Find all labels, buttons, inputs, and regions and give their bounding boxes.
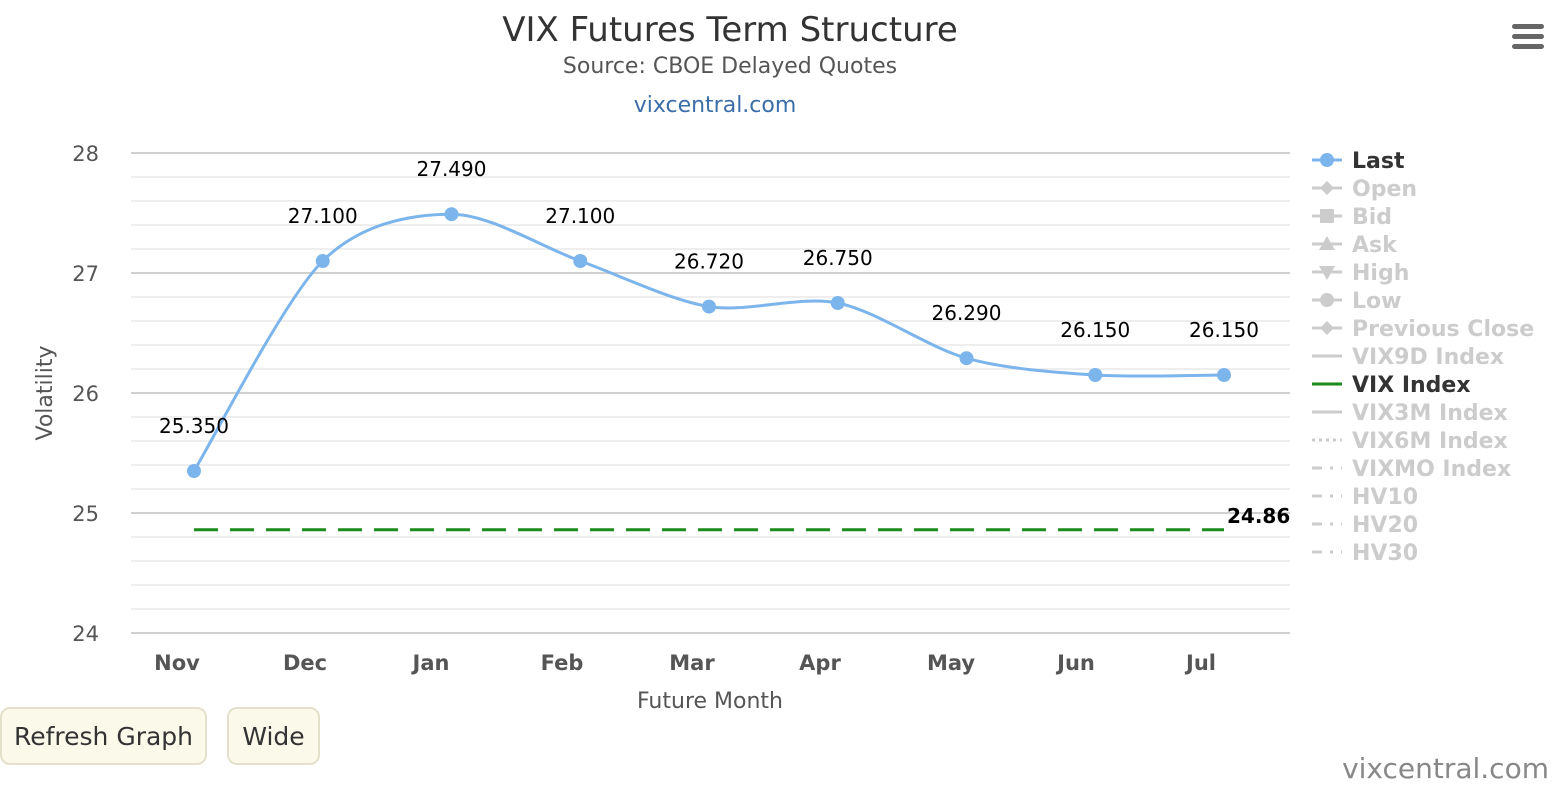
data-label-last: 26.720 [674,250,744,274]
data-point-last[interactable] [315,254,330,268]
data-point-last[interactable] [702,299,716,314]
legend-previous-close[interactable]: Previous Close [1352,317,1534,342]
y-tick-label: 27 [72,262,99,286]
legend-hv30[interactable]: HV30 [1352,541,1418,566]
legend-low[interactable]: Low [1352,289,1401,314]
data-point-last[interactable] [187,464,201,478]
legend-ask-marker-icon [1319,236,1335,250]
legend-high-marker-icon [1319,266,1335,280]
legend-open-marker-icon [1320,181,1334,195]
x-tick-label: Mar [669,651,715,675]
vix-index-label: 24.86 [1227,504,1290,528]
legend-vix-index[interactable]: VIX Index [1352,373,1471,398]
site-link[interactable]: vixcentral.com [634,93,797,118]
data-point-last[interactable] [573,254,588,268]
data-label-last: 26.750 [803,246,873,270]
legend-hv10[interactable]: HV10 [1352,485,1418,510]
y-tick-label: 25 [72,502,99,526]
y-tick-label: 26 [72,382,99,406]
data-label-last: 26.290 [932,301,1002,325]
x-tick-label: Feb [541,651,584,675]
watermark: vixcentral.com [1342,752,1549,785]
x-tick-label: Jun [1055,651,1095,675]
x-tick-label: May [927,651,975,675]
data-point-last[interactable] [1217,368,1231,382]
chart-title: VIX Futures Term Structure [502,10,958,50]
hamburger-menu-icon[interactable] [1506,18,1550,58]
chart-subtitle: Source: CBOE Delayed Quotes [563,54,897,79]
x-tick-label: Jul [1184,651,1216,675]
legend-hv20[interactable]: HV20 [1352,513,1418,538]
data-label-last: 27.100 [545,204,615,228]
y-tick-label: 24 [72,622,99,646]
legend-previous-close-marker-icon [1320,321,1334,335]
x-tick-label: Nov [154,651,200,675]
wide-button[interactable]: Wide [227,707,320,765]
legend-bid-marker-icon [1320,209,1334,223]
y-axis-title: Volatility [33,345,58,440]
x-tick-label: Apr [799,651,841,675]
data-label-last: 27.100 [288,204,358,228]
legend-vix3m-index[interactable]: VIX3M Index [1352,401,1508,426]
x-tick-label: Dec [283,651,327,675]
legend-last-marker-icon [1320,153,1334,167]
legend-vixmo-index[interactable]: VIXMO Index [1352,457,1511,482]
legend-low-marker-icon [1320,293,1334,307]
data-point-last[interactable] [1088,368,1103,382]
legend-vix6m-index[interactable]: VIX6M Index [1352,429,1508,454]
legend-high[interactable]: High [1352,261,1409,286]
x-tick-label: Jan [411,651,450,675]
legend-last[interactable]: Last [1352,149,1405,174]
legend-bid[interactable]: Bid [1352,205,1392,230]
y-tick-label: 28 [72,142,99,166]
data-point-last[interactable] [830,296,845,310]
x-axis-title: Future Month [637,689,783,714]
data-label-last: 26.150 [1060,318,1130,342]
legend-vix9d-index[interactable]: VIX9D Index [1352,345,1504,370]
legend-open[interactable]: Open [1352,177,1417,202]
data-label-last: 25.350 [159,414,229,438]
data-label-last: 27.490 [417,157,487,181]
data-point-last[interactable] [444,207,459,222]
data-point-last[interactable] [959,351,974,366]
legend-ask[interactable]: Ask [1352,233,1398,258]
data-label-last: 26.150 [1189,318,1259,342]
refresh-graph-button[interactable]: Refresh Graph [0,707,207,765]
